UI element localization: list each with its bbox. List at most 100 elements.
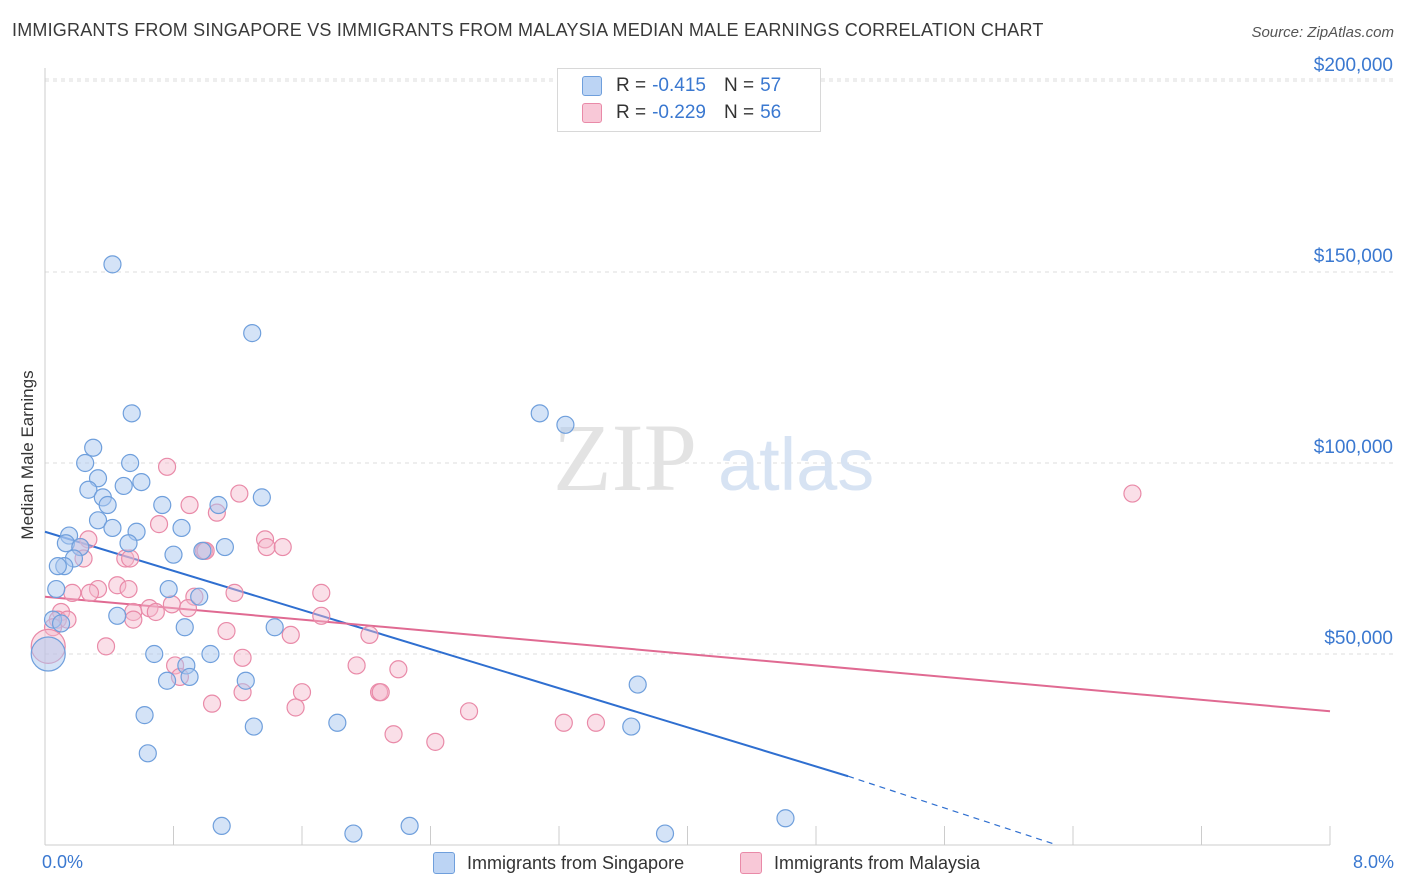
- x-tick-min: 0.0%: [42, 852, 84, 872]
- data-point-singapore: [655, 824, 675, 843]
- data-point-malaysia: [119, 579, 138, 599]
- data-point-malaysia: [202, 694, 222, 713]
- data-point-singapore: [164, 545, 183, 564]
- data-point-singapore: [244, 717, 263, 736]
- r-value: -0.229: [652, 102, 706, 123]
- data-point-malaysia: [312, 606, 331, 625]
- legend-row-singapore: R = -0.415 N = 57: [582, 73, 781, 99]
- watermark-zip: ZIP: [553, 404, 697, 511]
- n-value: 57: [760, 75, 782, 96]
- singapore-legend-label: Immigrants from Singapore: [467, 852, 685, 873]
- data-point-singapore: [88, 511, 108, 530]
- data-point-malaysia: [459, 702, 479, 721]
- data-point-malaysia: [586, 713, 606, 732]
- y-tick-label: $100,000: [1314, 437, 1393, 458]
- r-value: -0.415: [652, 75, 706, 96]
- data-point-singapore: [628, 675, 647, 694]
- data-point-malaysia: [230, 484, 249, 503]
- data-point-malaysia: [178, 599, 198, 618]
- gridlines: [45, 78, 1395, 655]
- chart-title: IMMIGRANTS FROM SINGAPORE VS IMMIGRANTS …: [12, 20, 1044, 40]
- trend-lines: [44, 530, 1331, 846]
- data-point-malaysia: [63, 583, 82, 602]
- data-point-malaysia: [217, 621, 236, 641]
- n-label: N =: [723, 75, 755, 96]
- r-label: R =: [616, 102, 647, 123]
- data-point-singapore: [98, 495, 117, 515]
- data-point-singapore: [122, 404, 141, 423]
- data-point-malaysia: [255, 530, 275, 549]
- data-point-malaysia: [426, 732, 445, 751]
- data-point-singapore: [236, 671, 255, 690]
- data-point-singapore: [175, 618, 194, 637]
- data-point-singapore: [180, 667, 199, 687]
- data-point-singapore: [48, 557, 67, 576]
- trend-line-singapore-extension: [847, 775, 1058, 846]
- singapore-swatch: [582, 76, 602, 96]
- n-label: N =: [723, 102, 755, 123]
- data-point-malaysia: [292, 683, 312, 702]
- data-point-singapore: [172, 518, 191, 538]
- data-point-singapore: [556, 415, 575, 434]
- data-point-singapore: [153, 495, 172, 515]
- data-point-singapore: [157, 671, 177, 690]
- data-point-malaysia: [121, 549, 140, 568]
- data-point-singapore: [84, 438, 103, 457]
- data-point-singapore: [132, 473, 151, 492]
- data-point-malaysia: [389, 660, 408, 679]
- data-point-singapore: [30, 636, 66, 672]
- data-point-singapore: [114, 476, 133, 496]
- data-point-singapore: [201, 644, 220, 664]
- data-points: [30, 255, 1142, 843]
- y-tick-label: $150,000: [1314, 246, 1393, 267]
- trend-line-singapore: [44, 530, 849, 778]
- data-point-singapore: [265, 618, 284, 637]
- legend-item-malaysia: Immigrants from Malaysia: [740, 852, 980, 874]
- data-point-singapore: [252, 488, 271, 507]
- source-credit: Source: ZipAtlas.com: [1251, 24, 1394, 41]
- data-point-singapore: [103, 518, 122, 538]
- y-tick-label: $200,000: [1314, 55, 1393, 76]
- data-point-singapore: [108, 606, 127, 625]
- trend-line-malaysia: [44, 595, 1331, 713]
- legend-item-singapore: Immigrants from Singapore: [433, 852, 684, 874]
- data-point-malaysia: [347, 656, 366, 675]
- singapore-legend-swatch: [433, 852, 455, 874]
- data-point-singapore: [530, 404, 549, 423]
- x-tick-max: 8.0%: [1352, 852, 1394, 872]
- data-point-singapore: [135, 706, 154, 725]
- malaysia-legend-swatch: [740, 852, 762, 874]
- watermark-atlas: atlas: [718, 423, 874, 506]
- malaysia-legend-label: Immigrants from Malaysia: [774, 852, 981, 873]
- data-point-singapore: [159, 579, 178, 599]
- data-point-singapore: [215, 537, 234, 557]
- watermark: ZIP atlas: [553, 404, 874, 511]
- data-point-malaysia: [384, 725, 403, 744]
- data-point-singapore: [190, 587, 209, 606]
- stats-legend: R = -0.415 N = 57 R = -0.229 N = 56: [557, 68, 821, 132]
- data-point-malaysia: [108, 576, 127, 595]
- data-point-singapore: [328, 713, 347, 732]
- data-point-malaysia: [312, 583, 331, 602]
- data-point-malaysia: [157, 457, 177, 476]
- data-point-singapore: [47, 579, 66, 599]
- data-point-malaysia: [554, 713, 573, 732]
- data-point-singapore: [209, 495, 228, 515]
- data-point-malaysia: [281, 625, 300, 645]
- legend-row-malaysia: R = -0.229 N = 56: [582, 100, 781, 126]
- data-point-malaysia: [146, 602, 165, 622]
- data-point-singapore: [119, 534, 138, 553]
- data-point-malaysia: [360, 625, 379, 645]
- data-point-singapore: [776, 809, 795, 828]
- axes: [44, 68, 1331, 846]
- malaysia-swatch: [582, 103, 602, 123]
- data-point-singapore: [103, 255, 122, 274]
- data-point-singapore: [51, 614, 71, 633]
- y-tick-labels: $50,000 $100,000 $150,000 $200,000: [1314, 55, 1393, 649]
- data-point-singapore: [145, 644, 164, 664]
- data-point-singapore: [344, 824, 363, 843]
- data-point-singapore: [193, 541, 212, 560]
- data-point-singapore: [212, 816, 231, 836]
- data-point-malaysia: [286, 698, 305, 717]
- data-point-malaysia: [124, 610, 143, 629]
